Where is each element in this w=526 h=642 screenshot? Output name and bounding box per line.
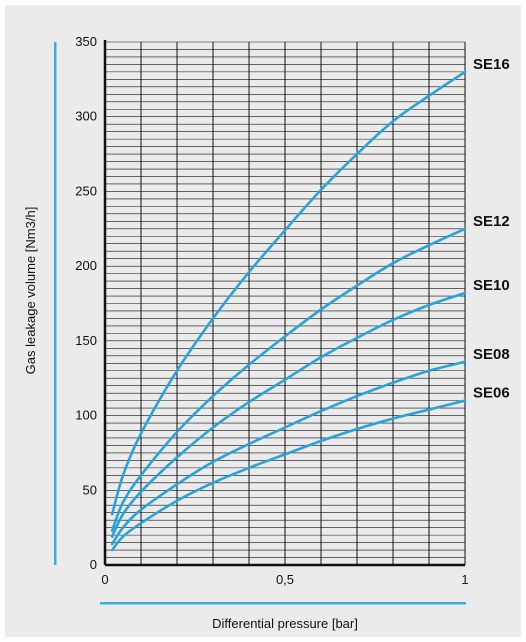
series-lines [110, 70, 467, 552]
chart-panel: 0 50 100 150 200 250 300 350 0 0,5 1 SE16 SE12 SE10 S… [5, 5, 521, 637]
y-tick-label: 200 [75, 258, 97, 273]
x-tick-label: 0 [101, 572, 108, 587]
series-labels: SE16 SE12 SE10 SE08 SE06 [473, 56, 510, 402]
series-label-se12: SE12 [473, 213, 510, 230]
y-tick-label: 150 [75, 333, 97, 348]
series-line-se08 [110, 360, 467, 546]
x-tick-label: 0,5 [276, 572, 294, 587]
y-tick-label: 250 [75, 183, 97, 198]
series-line-se06 [110, 399, 467, 552]
x-axis-accent-bar [100, 602, 466, 605]
series-label-se08: SE08 [473, 346, 510, 363]
y-tick-label: 50 [83, 482, 97, 497]
tick-labels: 0 50 100 150 200 250 300 350 0 0,5 1 [75, 34, 468, 587]
y-tick-label: 100 [75, 408, 97, 423]
y-tick-label: 350 [75, 34, 97, 49]
series-line-se12 [110, 227, 467, 532]
series-label-se10: SE10 [473, 277, 510, 294]
series-label-se06: SE06 [473, 385, 510, 402]
y-tick-label: 0 [90, 557, 97, 572]
series-line-se10 [110, 291, 467, 538]
y-axis-title: Gas leakage volume [Nm3/h] [23, 207, 38, 375]
x-tick-label: 1 [461, 572, 468, 587]
series-label-se16: SE16 [473, 56, 510, 73]
y-tick-label: 300 [75, 109, 97, 124]
x-axis-title: Differential pressure [bar] [212, 616, 358, 631]
grid [104, 41, 466, 566]
axes [103, 40, 465, 567]
y-axis-accent-bar [54, 42, 57, 565]
series-line-se16 [110, 70, 467, 516]
